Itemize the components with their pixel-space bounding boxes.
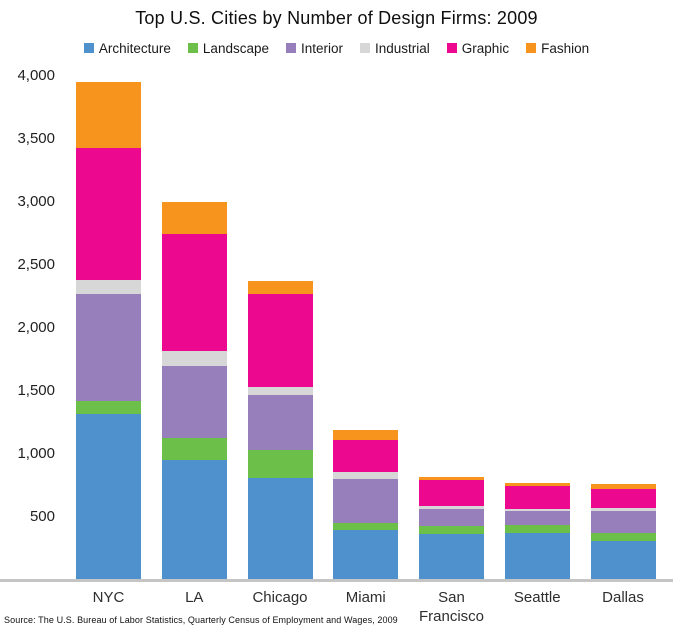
legend-label: Graphic [461, 40, 510, 56]
x-axis-label-dallas: Dallas [602, 589, 644, 606]
y-axis-tick-label: 2,500 [17, 256, 55, 273]
y-axis-tick-label: 500 [29, 508, 55, 525]
bar-segment-industrial-seattle [504, 508, 570, 512]
bar-segment-graphic-chicago [247, 294, 313, 388]
legend-swatch-icon [187, 43, 198, 53]
x-axis-label-seattle: Seattle [513, 589, 561, 606]
y-axis-tick-label: 3,500 [17, 130, 55, 147]
legend-label: Architecture [98, 40, 171, 56]
bar-segment-interior-miami [333, 478, 399, 523]
bar-segment-industrial-dallas [590, 508, 656, 512]
legend-swatch-icon [83, 43, 94, 53]
legend-item-interior: Interior [285, 40, 344, 56]
source-note: Source: The U.S. Bureau of Labor Statist… [4, 615, 398, 625]
bar-segment-interior-seattle [504, 511, 570, 526]
bar-segment-fashion-miami [333, 430, 399, 440]
y-axis-tick-label: 4,000 [17, 67, 55, 84]
y-axis-tick-label: 1,000 [17, 445, 55, 462]
bar-segment-industrial-la [161, 350, 227, 366]
bar-segment-graphic-seattle [504, 486, 570, 509]
bar-segment-landscape-seattle [504, 525, 570, 534]
bar-segment-industrial-chicago [247, 387, 313, 395]
x-axis-label-chicago: Chicago [252, 589, 308, 606]
bar-chicago [247, 281, 313, 580]
bar-segment-interior-la [161, 365, 227, 439]
bar-segment-fashion-nyc [76, 81, 141, 149]
bar-segment-industrial-san-francisco [419, 505, 484, 509]
x-axis-label-miami: Miami [345, 589, 386, 606]
legend-item-industrial: Industrial [360, 41, 430, 56]
bar-segment-architecture-nyc [76, 413, 141, 580]
legend-swatch-icon [446, 43, 457, 53]
legend-swatch-icon [360, 43, 371, 53]
bar-segment-architecture-san-francisco [419, 534, 484, 580]
legend: Architecture Landscape Interior Industrial G… [0, 38, 673, 58]
bar-segment-fashion-la [161, 202, 227, 234]
legend-label: Fashion [541, 40, 590, 56]
chart-title: Top U.S. Cities by Number of Design Firm… [135, 8, 538, 28]
bar-segment-architecture-dallas [590, 540, 656, 580]
x-axis-label-la: LA [185, 589, 204, 606]
legend-label: Industrial [375, 40, 430, 56]
bar-segment-graphic-la [161, 233, 227, 351]
bar-segment-landscape-nyc [76, 401, 141, 414]
legend-item-landscape: Landscape [187, 40, 269, 56]
y-axis-tick-label: 1,500 [17, 382, 55, 399]
bar-segment-architecture-miami [333, 529, 399, 580]
bar-segment-architecture-seattle [504, 533, 570, 580]
bar-segment-landscape-chicago [247, 449, 313, 478]
x-axis-label-nyc: NYC [92, 589, 125, 606]
bar-segment-fashion-seattle [504, 483, 570, 487]
bar-segment-landscape-miami [333, 522, 399, 530]
legend-swatch-icon [285, 43, 296, 53]
x-axis-line [0, 579, 673, 582]
bar-segment-industrial-nyc [76, 279, 141, 294]
bar-segment-fashion-chicago [247, 281, 313, 295]
bar-segment-graphic-miami [333, 439, 399, 472]
bar-segment-interior-chicago [247, 394, 313, 450]
bar-segment-graphic-nyc [76, 148, 141, 280]
bar-dallas [590, 484, 656, 580]
bar-segment-landscape-dallas [590, 532, 656, 541]
bar-segment-graphic-san-francisco [419, 479, 484, 506]
bar-segment-interior-dallas [590, 511, 656, 533]
legend-label: Interior [300, 40, 344, 56]
legend-item-architecture: Architecture [83, 40, 171, 56]
bar-segment-architecture-chicago [247, 477, 313, 580]
legend-label: Landscape [202, 40, 269, 56]
bar-segment-fashion-dallas [590, 484, 656, 489]
bar-segment-graphic-dallas [590, 488, 656, 509]
bar-segment-landscape-san-francisco [419, 526, 484, 535]
bar-segment-interior-nyc [76, 294, 141, 402]
y-axis-tick-label: 2,000 [17, 319, 55, 336]
bar-segment-interior-san-francisco [419, 508, 484, 527]
bar-seattle [504, 483, 570, 580]
bar-segment-architecture-la [161, 460, 227, 580]
bar-segment-fashion-san-francisco [419, 476, 484, 480]
legend-swatch-icon [526, 43, 537, 53]
bar-la [161, 202, 227, 580]
bar-san-francisco [419, 476, 484, 580]
legend-item-fashion: Fashion [526, 41, 589, 56]
bar-segment-industrial-miami [333, 471, 399, 479]
legend-item-graphic: Graphic [446, 40, 510, 56]
y-axis-tick-label: 3,000 [17, 193, 55, 210]
bar-nyc [76, 81, 141, 580]
bar-segment-landscape-la [161, 438, 227, 461]
x-axis-label-san-francisco: San Francisco [418, 589, 485, 625]
bar-miami [333, 430, 399, 580]
